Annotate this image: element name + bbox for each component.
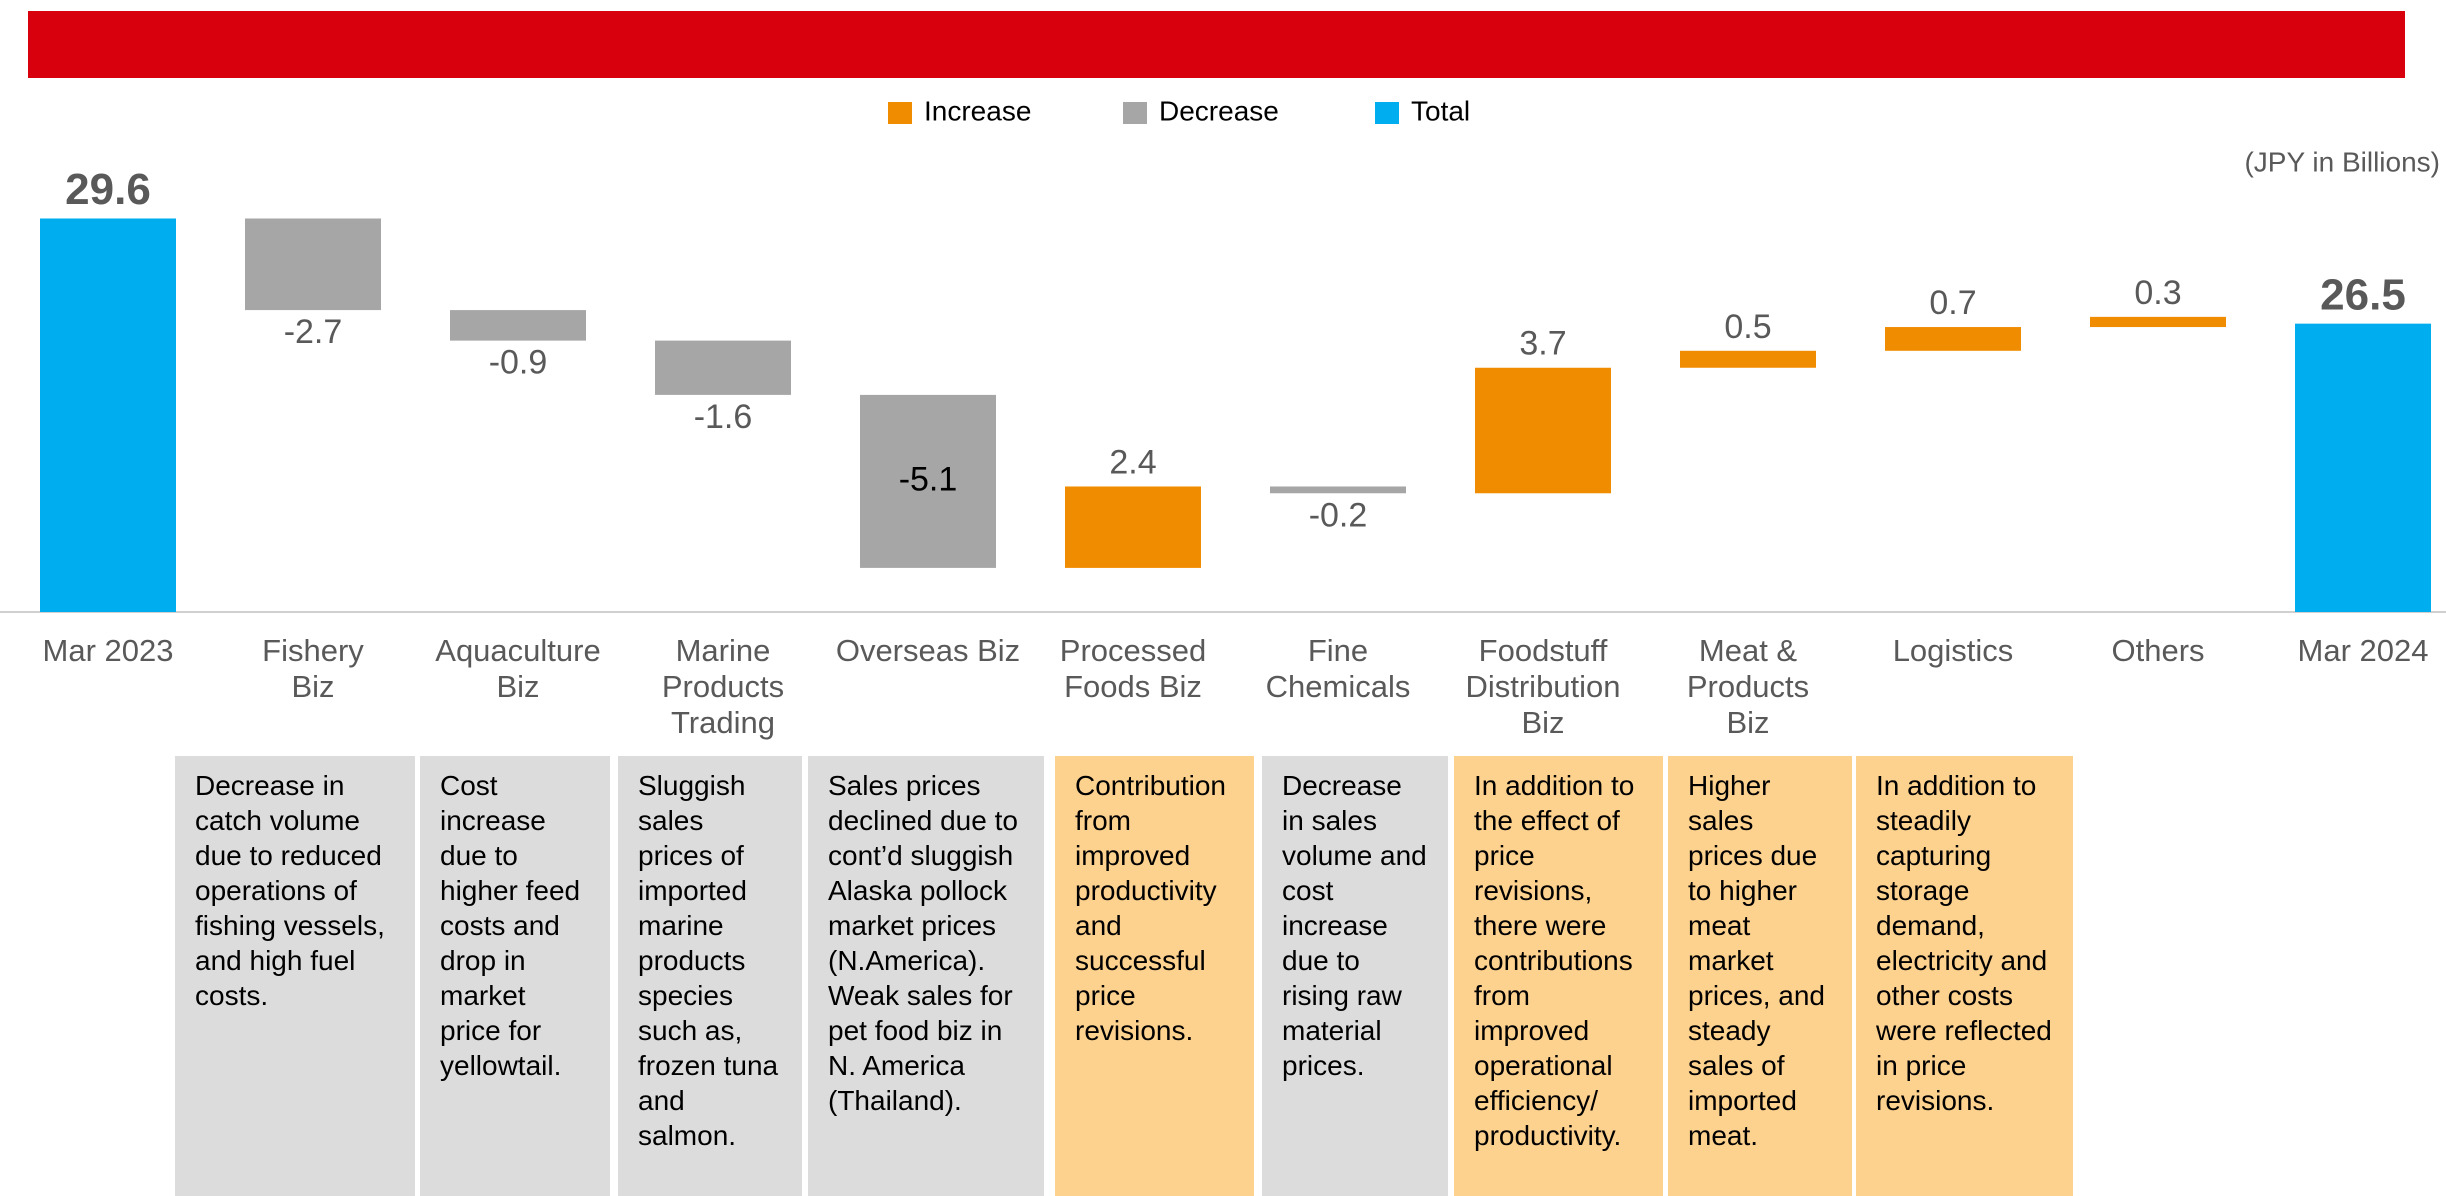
category-label: Foodstuff Distribution Biz: [1465, 633, 1621, 740]
bar: [40, 218, 176, 612]
description-box: Decrease in sales volume and cost increa…: [1262, 756, 1448, 1196]
legend-label: Total: [1411, 95, 1470, 126]
description-box: Contribution from improved productivity …: [1055, 756, 1254, 1196]
value-label: 0.3: [2134, 274, 2181, 312]
bar: [2295, 323, 2431, 612]
description-box: Sales prices declined due to cont’d slug…: [808, 756, 1044, 1196]
description-box: Higher sales prices due to higher meat m…: [1668, 756, 1852, 1196]
bar: [1885, 327, 2021, 351]
legend-swatch: [1123, 102, 1147, 124]
category-label: Marine Products Trading: [661, 633, 785, 740]
category-label: Aquaculture Biz: [435, 633, 601, 704]
value-label: 0.7: [1929, 284, 1976, 322]
legend-swatch: [888, 102, 912, 124]
value-label: -0.9: [489, 344, 548, 382]
category-label: Fishery Biz: [262, 633, 364, 704]
value-label: -2.7: [284, 313, 343, 351]
unit-label: (JPY in Billions): [2244, 146, 2440, 177]
bar: [245, 218, 381, 311]
description-box: In addition to the effect of price revis…: [1454, 756, 1663, 1196]
bar: [655, 340, 791, 395]
bar: [2090, 316, 2226, 328]
bar: [1475, 367, 1611, 494]
bar: [1680, 350, 1816, 368]
bar: [1065, 486, 1201, 568]
value-label: 2.4: [1109, 443, 1156, 481]
category-label: Mar 2023: [42, 633, 174, 668]
category-label: Fine Chemicals: [1265, 633, 1411, 704]
legend-label: Decrease: [1159, 95, 1279, 126]
description-box: In addition to steadily capturing storag…: [1856, 756, 2073, 1196]
legend-label: Increase: [924, 95, 1031, 126]
category-label: Others: [2111, 633, 2205, 668]
bar: [450, 310, 586, 341]
value-label: -5.1: [899, 460, 958, 498]
category-label: Overseas Biz: [835, 633, 1021, 668]
value-label: 29.6: [65, 165, 151, 214]
description-box: Decrease in catch volume due to reduced …: [175, 756, 415, 1196]
value-label: 3.7: [1519, 325, 1566, 363]
category-label: Mar 2024: [2297, 633, 2429, 668]
value-label: 26.5: [2320, 270, 2406, 319]
bar: [860, 394, 996, 568]
category-label: Logistics: [1892, 633, 2014, 668]
category-label: Meat & Products Biz: [1686, 633, 1810, 740]
description-box: Sluggish sales prices of imported marine…: [618, 756, 802, 1196]
value-label: 0.5: [1724, 308, 1771, 346]
legend-swatch: [1375, 102, 1399, 124]
description-box: Cost increase due to higher feed costs a…: [420, 756, 610, 1196]
header-bar: [28, 11, 2405, 78]
bar: [1270, 486, 1406, 494]
value-label: -1.6: [694, 398, 753, 436]
value-label: -0.2: [1309, 496, 1368, 534]
category-label: Processed Foods Biz: [1059, 633, 1207, 704]
